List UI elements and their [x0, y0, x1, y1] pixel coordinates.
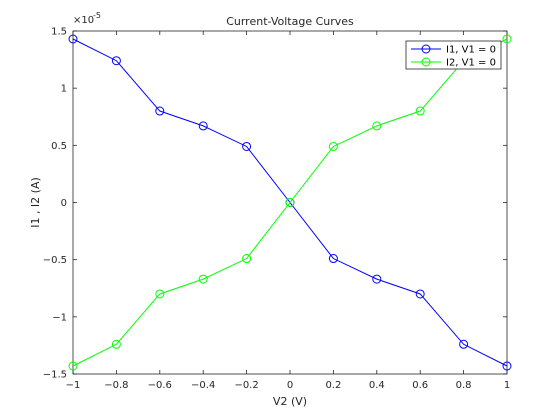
y-exponent-base: ×10	[73, 15, 94, 26]
data-point	[155, 289, 165, 299]
x-tick-label: 0.2	[325, 380, 341, 391]
data-point	[415, 289, 425, 299]
data-point	[372, 121, 382, 131]
data-point	[502, 361, 512, 371]
legend-box	[405, 40, 502, 70]
y-tick-label: −1.5	[43, 370, 67, 381]
legend-label: I1, V1 = 0	[446, 45, 496, 56]
data-point	[415, 106, 425, 116]
y-tick-label: −1	[52, 312, 67, 323]
axes: −1 −0.8 −0.6 −0.4 −0.2 0 0.2 0.4 0.6 0.8 1−1.5−1−0…	[43, 27, 510, 392]
chart-title: Current-Voltage Curves	[226, 15, 354, 28]
legend: I1, V1 = 0 I2, V1 = 0	[405, 40, 502, 70]
data-point	[111, 339, 121, 349]
series-line	[72, 38, 508, 367]
legend-marker	[421, 44, 431, 54]
plot-area	[68, 34, 512, 371]
legend-label: I2, V1 = 0	[446, 58, 496, 69]
y-tick-label: −0.5	[43, 255, 67, 266]
x-tick-label: 0.4	[369, 380, 385, 391]
x-tick-label: −0.8	[104, 380, 128, 391]
data-point	[242, 141, 252, 151]
data-point	[68, 34, 78, 44]
x-tick-label: 1	[504, 380, 510, 391]
x-tick-label: 0.8	[456, 380, 472, 391]
data-point	[502, 34, 512, 44]
data-point	[155, 106, 165, 116]
data-point	[459, 339, 469, 349]
y-axis-label: I1 , I2 (A)	[29, 177, 42, 228]
y-tick-label: 1.5	[51, 27, 67, 38]
x-tick-label: −0.6	[148, 380, 172, 391]
axes-text: Current-Voltage Curves V2 (V) I1 , I2 (A…	[29, 11, 354, 408]
x-tick-label: 0.6	[412, 380, 428, 391]
y-tick-label: 0	[61, 198, 67, 209]
y-tick-label: 0.5	[51, 141, 67, 152]
legend-item: I1, V1 = 0	[411, 44, 496, 56]
data-point	[328, 141, 338, 151]
data-point	[111, 56, 121, 66]
data-point	[198, 121, 208, 131]
x-tick-label: −0.4	[191, 380, 215, 391]
data-point	[68, 361, 78, 371]
legend-marker	[421, 57, 431, 67]
data-point	[372, 274, 382, 284]
data-point	[198, 274, 208, 284]
y-tick-label: 1	[61, 84, 67, 95]
x-axis-label: V2 (V)	[273, 395, 307, 408]
data-point	[328, 254, 338, 264]
x-tick-label: −0.2	[234, 380, 258, 391]
y-exponent-power: -5	[93, 11, 101, 20]
data-point	[285, 198, 295, 207]
legend-item: I2, V1 = 0	[411, 57, 496, 69]
x-tick-label: −1	[66, 380, 81, 391]
data-point	[242, 254, 252, 264]
x-tick-label: 0	[287, 380, 293, 391]
